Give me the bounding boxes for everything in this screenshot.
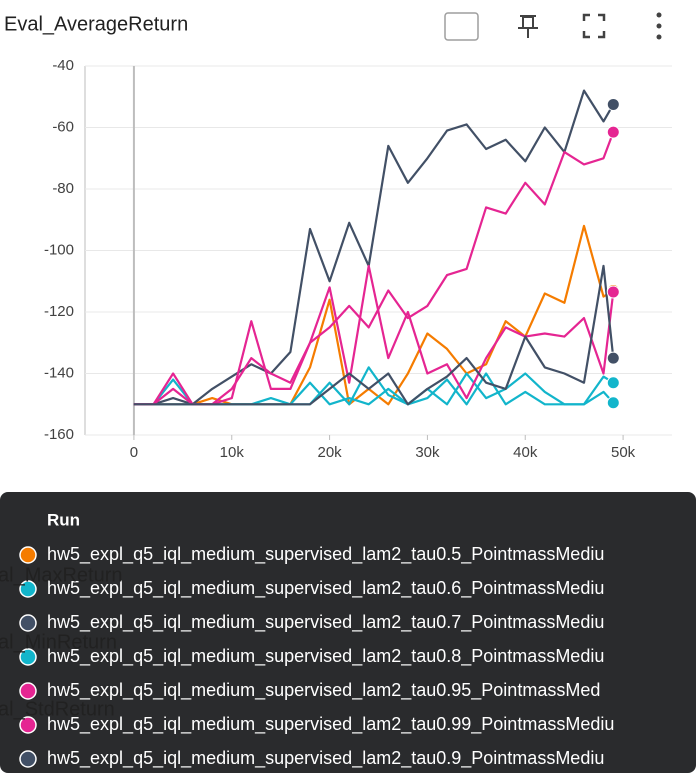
x-tick-label: 50k	[611, 444, 636, 461]
tooltip-panel	[0, 492, 696, 773]
background-chart-title: al_StdReturn	[0, 698, 115, 720]
more-button[interactable]	[656, 12, 662, 40]
legend-title: Run	[47, 510, 80, 529]
fullscreen-button[interactable]	[582, 13, 606, 39]
series-end-dot	[606, 376, 620, 390]
y-tick-label: -100	[44, 241, 74, 258]
legend-swatch	[19, 546, 37, 564]
y-tick-label: -80	[52, 180, 74, 197]
legend-swatch	[19, 716, 37, 734]
legend-entry: hw5_expl_q5_iql_medium_supervised_lam2_t…	[47, 646, 604, 667]
y-tick-label: -60	[52, 118, 74, 135]
x-tick-label: 40k	[513, 444, 538, 461]
legend-swatch	[19, 648, 37, 666]
legend-entry: hw5_expl_q5_iql_medium_supervised_lam2_t…	[47, 748, 604, 769]
toolbar	[444, 12, 662, 41]
x-tick-label: 0	[130, 444, 138, 461]
series-end-dot	[606, 285, 620, 299]
series-end-dot	[606, 97, 620, 111]
legend-entry: hw5_expl_q5_iql_medium_supervised_lam2_t…	[47, 714, 614, 735]
legend-swatch	[19, 580, 37, 598]
series-end-dot	[606, 351, 620, 365]
x-tick-label: 20k	[317, 444, 342, 461]
background-chart-title: al_MaxReturn	[0, 564, 123, 586]
chart-title: Eval_AverageReturn	[4, 13, 188, 35]
legend-entry: hw5_expl_q5_iql_medium_supervised_lam2_t…	[47, 578, 604, 599]
legend-entry: hw5_expl_q5_iql_medium_supervised_lam2_t…	[47, 612, 604, 633]
legend-entry: hw5_expl_q5_iql_medium_supervised_lam2_t…	[47, 544, 604, 565]
y-tick-label: -40	[52, 57, 74, 74]
fit-domain-button[interactable]	[444, 12, 479, 41]
y-tick-label: -140	[44, 364, 74, 381]
y-tick-label: -120	[44, 303, 74, 320]
legend-swatch	[19, 682, 37, 700]
series-line	[133, 89, 615, 406]
background-chart-title: al_MinReturn	[0, 631, 117, 653]
series-line	[133, 224, 614, 406]
legend-swatch	[19, 614, 37, 632]
series-end-dot	[606, 396, 620, 410]
series-end-dot	[606, 125, 620, 139]
series-line	[133, 264, 615, 406]
series-line	[133, 264, 615, 406]
legend-entry: hw5_expl_q5_iql_medium_supervised_lam2_t…	[47, 680, 600, 701]
y-tick-label: -160	[44, 426, 74, 443]
pin-button[interactable]	[518, 15, 538, 38]
legend-swatch	[19, 750, 37, 768]
x-tick-label: 10k	[220, 444, 245, 461]
x-tick-label: 30k	[415, 444, 440, 461]
